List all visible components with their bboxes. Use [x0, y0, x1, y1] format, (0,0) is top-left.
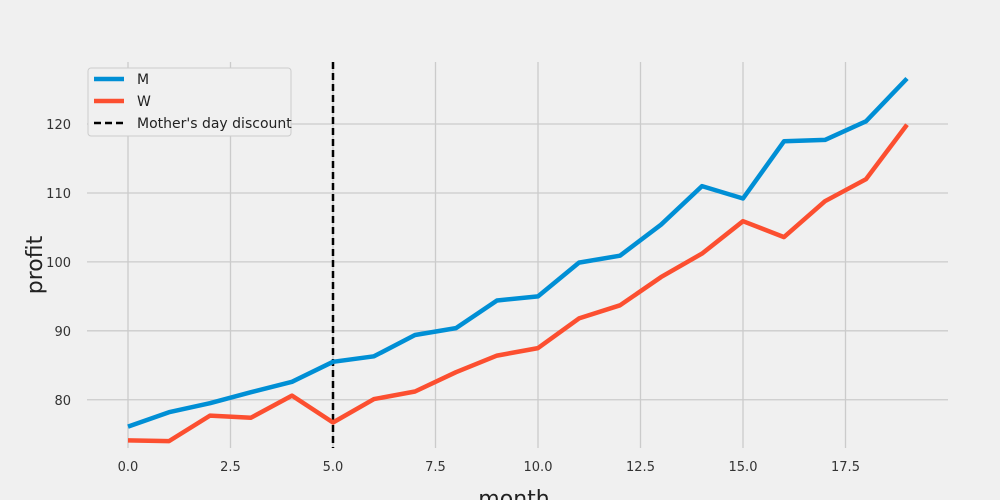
x-tick-label: 2.5	[220, 460, 241, 475]
x-tick-label: 12.5	[626, 460, 655, 475]
legend: M W Mother's day discount	[87, 67, 292, 137]
x-tick-label: 0.0	[118, 460, 139, 475]
x-tick-label: 10.0	[524, 460, 553, 475]
x-tick-label: 17.5	[831, 460, 860, 475]
y-tick-label: 120	[46, 118, 71, 133]
y-tick-label: 100	[46, 256, 71, 271]
legend-label-m: M	[137, 72, 149, 88]
x-tick-label: 5.0	[323, 460, 344, 475]
y-tick-label: 90	[54, 325, 71, 340]
series-line-w	[127, 123, 909, 444]
x-tick-label: 15.0	[729, 460, 758, 475]
grid	[87, 62, 948, 448]
x-tick-label: 7.5	[425, 460, 446, 475]
y-axis-label: profit	[23, 235, 48, 294]
series-lines	[127, 76, 909, 444]
legend-label-discount: Mother's day discount	[137, 116, 292, 132]
x-axis-label: month	[478, 487, 549, 500]
tick-labels: 0.0 2.5 5.0 7.5 10.0 12.5 15.0 17.5 80 90 100 110 12…	[46, 118, 860, 475]
y-tick-label: 80	[54, 394, 71, 409]
legend-frame	[87, 67, 292, 137]
legend-label-w: W	[137, 94, 151, 110]
y-tick-label: 110	[46, 187, 71, 202]
series-line-m	[127, 76, 909, 429]
